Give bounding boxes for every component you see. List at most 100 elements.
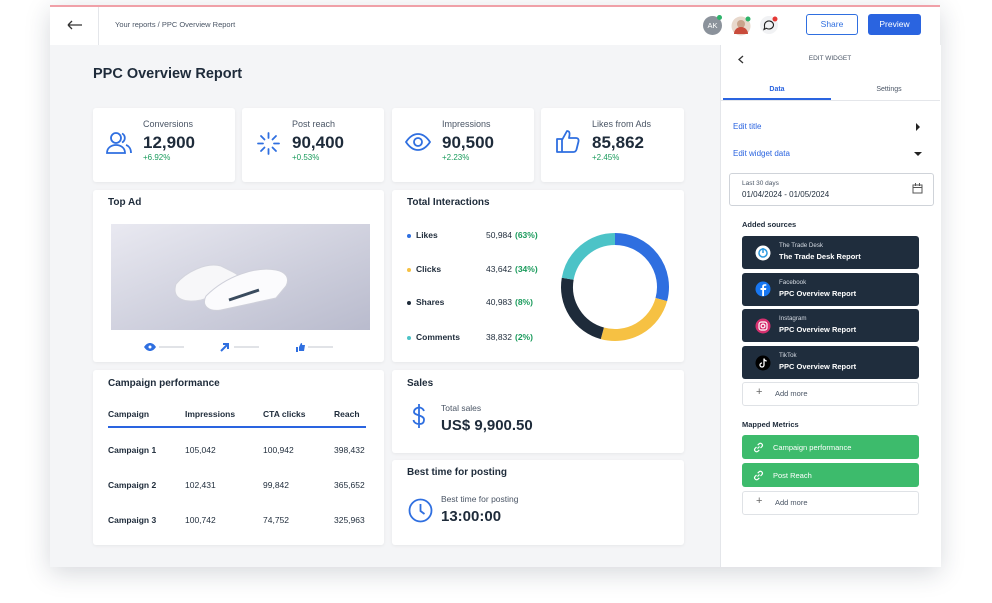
metric-card[interactable] [742,463,919,487]
interaction-count: 40,983 [486,297,512,307]
table-cell: 74,752 [263,515,289,525]
kpi-change: +6.92% [143,153,171,162]
table-cell: Campaign 2 [108,480,157,490]
source-card[interactable] [742,346,919,380]
donut-segment [600,297,668,341]
source-card[interactable] [742,236,919,269]
kpi-card [242,108,384,182]
interaction-count: 38,832 [486,332,512,342]
interaction-share: (8%) [515,297,533,307]
legend-dot [407,234,411,238]
preview-button[interactable]: Preview [868,14,921,35]
source-platform: TikTok [779,352,797,360]
table-header: Campaign [108,409,150,419]
kpi-label: Conversions [143,119,194,129]
source-card[interactable] [742,309,919,343]
tab-underline [723,98,831,100]
ad-image[interactable] [111,224,370,330]
add-metric-button[interactable] [742,491,919,515]
edit-widget-data[interactable]: Edit widget data [733,149,790,158]
donut-segment [614,233,669,302]
clock-icon [408,498,433,523]
link-icon [754,442,763,452]
best-time-label: Best time for posting [441,494,519,504]
calendar-icon [912,183,923,194]
avatar[interactable]: AK [703,16,722,35]
table-cell: 105,042 [185,445,216,455]
tab[interactable]: Data [769,86,785,93]
source-platform: The Trade Desk [779,242,824,249]
interaction-name: Comments [416,332,460,342]
interaction-count: 50,984 [486,230,512,240]
plus-icon: + [756,495,763,507]
interaction-name: Likes [416,230,438,240]
kpi-value: 90,500 [442,133,494,152]
source-icon [755,245,771,260]
add-more[interactable]: Add more [775,498,808,507]
date-label: Last 30 days [742,180,779,187]
donut-segment [561,233,616,281]
kpi-label: Likes from Ads [592,119,652,129]
table-cell: Campaign 3 [108,515,157,525]
panel-back[interactable] [737,55,745,64]
divider [721,100,940,101]
status-dot [717,15,722,20]
interaction-name: Clicks [416,264,442,274]
source-name: PPC Overview Report [779,362,857,372]
sales-value: US$ 9,900.50 [441,417,533,434]
likes-icon [556,130,580,153]
tab[interactable]: Settings [876,86,902,93]
card-title: Top Ad [108,197,142,208]
table-cell: 99,842 [263,480,289,490]
source-platform: Facebook [779,278,807,286]
add-more[interactable]: Add more [775,389,808,398]
share-button[interactable]: Share [806,14,858,35]
report-title: PPC Overview Report [93,66,243,82]
add-source-button[interactable] [742,382,919,406]
edit-title[interactable]: Edit title [733,122,762,131]
link-icon [754,470,763,480]
card-title: Best time for posting [407,467,508,478]
section-title: Mapped Metrics [742,420,799,429]
date-picker[interactable] [729,173,934,206]
kpi-change: +0.53% [292,153,320,162]
metric-card[interactable] [742,435,919,459]
source-card[interactable] [742,272,919,306]
table-header: CTA clicks [263,409,306,419]
card-title: Total Interactions [407,197,490,208]
collapse-icon[interactable] [914,151,922,157]
card-title: Sales [407,378,434,389]
legend-dot [407,301,411,305]
campaign-card [93,370,384,545]
interaction-count: 43,642 [486,264,512,274]
expand-icon[interactable] [915,123,921,131]
plus-icon: + [756,386,763,398]
section-title: Added sources [742,220,797,229]
donut-segment [561,277,605,340]
metric-name: Campaign performance [773,442,852,452]
source-icon [755,281,771,297]
table-cell: 100,942 [263,445,294,455]
best-time-card [392,460,684,545]
table-header: Reach [334,409,360,419]
divider [98,7,99,45]
reach-icon [257,132,280,155]
conversions-icon [106,132,132,154]
ad-stats [144,343,333,352]
kpi-change: +2.23% [442,153,470,162]
table-cell: 100,742 [185,515,216,525]
interaction-share: (2%) [515,332,533,342]
impressions-icon [404,133,432,151]
source-name: PPC Overview Report [779,288,857,298]
back-button[interactable] [66,19,84,31]
comments-icon[interactable] [759,15,779,35]
avatar-photo[interactable] [731,16,751,36]
kpi-change: +2.45% [592,153,620,162]
source-icon [755,355,771,371]
metric-name: Post Reach [773,470,812,480]
source-icon [755,318,771,334]
header-underline [108,426,366,428]
interaction-share: (63%) [515,230,538,240]
breadcrumb[interactable]: Your reports / PPC Overview Report [115,20,236,29]
